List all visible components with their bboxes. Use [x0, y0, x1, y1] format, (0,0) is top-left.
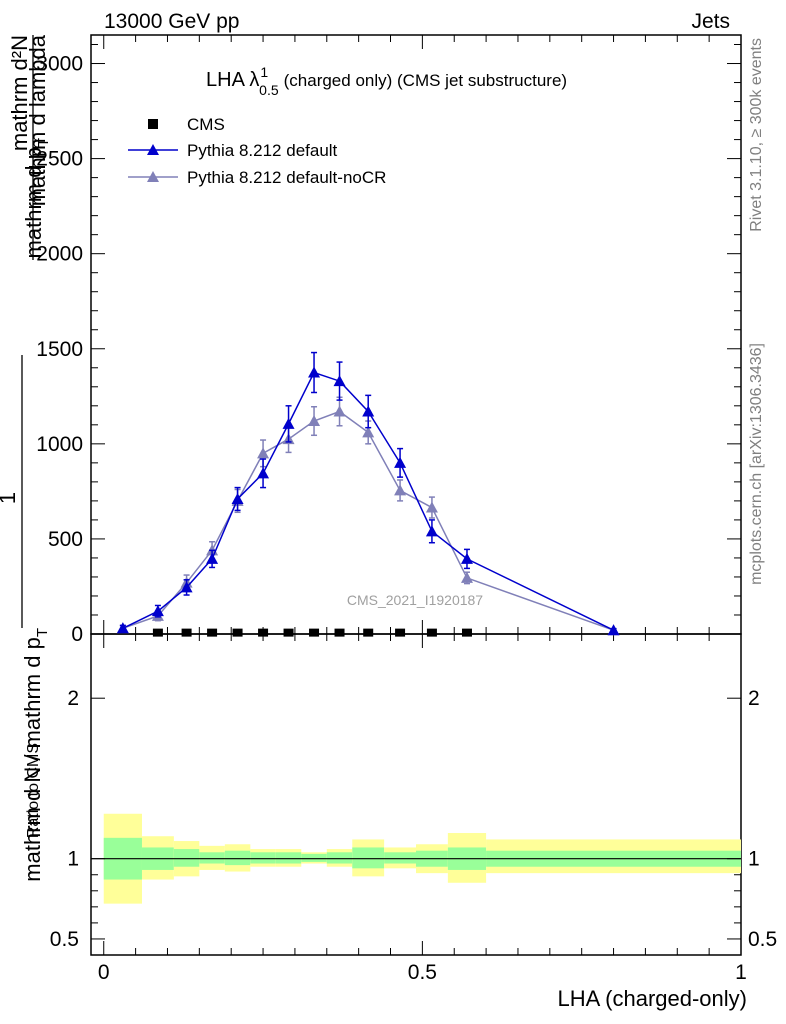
main-y-tick-label: 2500 [36, 148, 83, 171]
main-y-tick-label: 500 [48, 528, 83, 551]
series-default [116, 351, 620, 636]
nocr-point [425, 501, 438, 513]
ratio-band-inner [173, 849, 200, 867]
main-y-axis-label: mathrm d²N mathrm d pT mathrm d lambda 1… [0, 34, 52, 881]
cms-point [207, 628, 218, 637]
y-label-dpt-main: mathrm d p [21, 147, 46, 258]
ratio-band-inner [384, 852, 416, 864]
ratio-band-inner [326, 852, 353, 864]
default-point [607, 624, 620, 636]
cms-point [232, 628, 243, 637]
ratio-plot-frame [90, 633, 742, 956]
ratio-y-axis-label: Ratio to CMS [25, 743, 42, 838]
ratio-band-inner [250, 852, 276, 864]
ratio-band-inner [275, 852, 302, 864]
analysis-watermark: CMS_2021_I1920187 [347, 592, 483, 608]
x-tick-labels: 0 0.5 1 [98, 961, 747, 984]
y-label-dn-dpt-main: mathrm d N / mathrm d p [20, 637, 45, 882]
series-cms [152, 628, 472, 637]
header-jets: Jets [691, 10, 730, 33]
x-tick-label: 0 [98, 961, 110, 984]
default-point [257, 467, 270, 479]
default-point [151, 605, 164, 617]
y-label-one: 1 [0, 492, 20, 504]
nocr-point [362, 426, 375, 438]
main-y-tick-label: 1000 [36, 433, 83, 456]
nocr-point [308, 415, 321, 427]
main-y-tick-label: 3000 [36, 53, 83, 76]
plot-title: LHA λ1 0.5 (charged only) (CMS jet substru… [206, 64, 567, 98]
main-y-tick-label: 1500 [36, 338, 83, 361]
nocr-line [122, 410, 614, 631]
cms-point [426, 628, 437, 637]
default-point [180, 581, 193, 593]
default-point [308, 366, 321, 378]
y-label-dpt-sub: T [35, 138, 52, 147]
y-label-dn-dpt-sub: T [34, 628, 51, 637]
nocr-point [333, 405, 346, 417]
y-label-d2n: mathrm d²N [7, 35, 32, 151]
default-point [460, 552, 473, 564]
plot-title-sub: 0.5 [259, 82, 279, 98]
ratio-band-inner [352, 847, 385, 869]
legend-nocr-marker [147, 171, 159, 182]
cms-point [181, 628, 192, 637]
default-point [333, 375, 346, 387]
legend-cms-label: CMS [187, 115, 225, 134]
main-y-tick-labels: 500 1000 1500 2000 2500 3000 0 [36, 53, 83, 646]
default-point [394, 456, 407, 468]
legend: CMS Pythia 8.212 default Pythia 8.212 de… [128, 115, 386, 187]
cms-point [363, 628, 374, 637]
legend-cms-marker [148, 119, 158, 129]
legend-default-label: Pythia 8.212 default [187, 141, 338, 160]
ratio-band-inner [301, 853, 327, 862]
plot-title-sup: 1 [260, 64, 268, 80]
axis-ticks [91, 35, 742, 955]
main-y-tick-label: 2000 [36, 243, 83, 266]
cms-point [283, 628, 294, 637]
rivet-label: Rivet 3.1.10, ≥ 300k events [748, 38, 765, 232]
ratio-tick-label-right: 1 [748, 848, 760, 871]
nocr-point [460, 571, 473, 583]
x-tick-label: 1 [735, 961, 747, 984]
plot-title-rest: (charged only) (CMS jet substructure) [284, 71, 567, 90]
default-point [206, 552, 219, 564]
ratio-band-inner [224, 850, 251, 866]
cms-point [258, 628, 269, 637]
cms-point [334, 628, 345, 637]
cms-point [461, 628, 472, 637]
default-point [282, 417, 295, 429]
ratio-tick-label-right: 0.5 [748, 928, 777, 951]
nocr-point [257, 447, 270, 459]
x-tick-label: 0.5 [408, 961, 437, 984]
x-axis-label: LHA (charged-only) [557, 986, 747, 1011]
cms-point [309, 628, 320, 637]
ratio-tick-label-left: 1 [67, 848, 79, 871]
plot-title-main: LHA λ [206, 69, 259, 91]
legend-default-marker [147, 144, 159, 155]
y-label-dn-dpt: mathrm d N / mathrm d pT [20, 628, 51, 882]
main-y-zero-label: 0 [71, 623, 83, 646]
ratio-tick-labels: 0.5 1 2 0.5 1 2 [50, 687, 777, 951]
ratio-tick-label-right: 2 [748, 687, 760, 710]
cms-point [152, 628, 163, 637]
ratio-band-inner [199, 852, 225, 864]
cms-point [395, 628, 406, 637]
nocr-point [394, 484, 407, 496]
default-line [122, 371, 614, 631]
ratio-tick-label-left: 2 [67, 687, 79, 710]
y-label-dlambda: mathrm d lambda [25, 34, 50, 206]
header-energy: 13000 GeV pp [104, 10, 239, 33]
y-label-dpt: mathrm d pT [21, 138, 52, 258]
ratio-tick-label-left: 0.5 [50, 928, 79, 951]
legend-nocr-label: Pythia 8.212 default-noCR [187, 168, 386, 187]
default-point [231, 492, 244, 504]
default-point [362, 405, 375, 417]
default-point [116, 622, 129, 634]
mcplots-label: mcplots.cern.ch [arXiv:1306.3436] [748, 343, 765, 585]
default-point [425, 525, 438, 537]
